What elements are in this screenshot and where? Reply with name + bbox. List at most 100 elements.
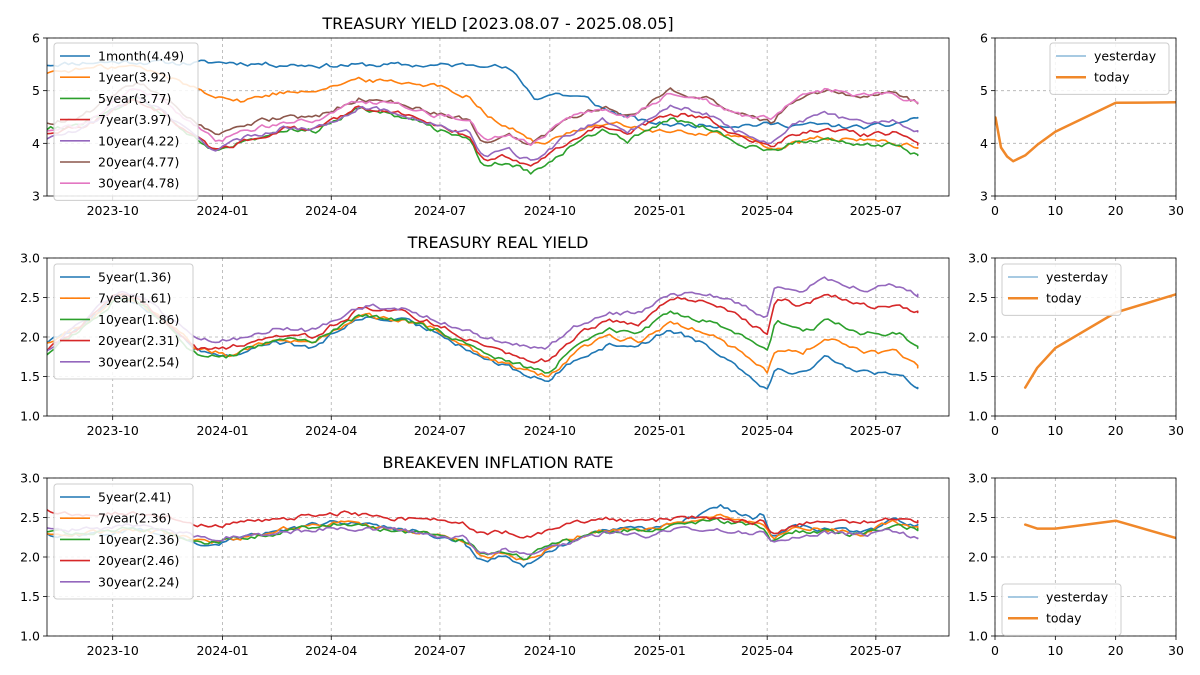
legend-label: yesterday — [1046, 270, 1109, 285]
y-tick-label: 1.5 — [20, 369, 40, 384]
treasury-yield-curve-panel: 3 4 5 6 0 10 20 30 yesterday today — [980, 31, 1184, 219]
y-tick-label: 2.5 — [968, 510, 988, 525]
legend-box — [53, 42, 199, 201]
y-tick-label: 1.0 — [20, 409, 40, 424]
x-tick-label: 2025-01 — [634, 423, 686, 438]
y-tick-label: 3.0 — [968, 471, 988, 486]
real-yield-curve-series-group — [1023, 293, 1176, 389]
legend-label: 10year(2.36) — [98, 532, 179, 547]
x-tick-label: 30 — [1168, 203, 1184, 218]
breakeven-curve-legend: yesterday today — [1001, 583, 1122, 636]
y-tick-label: 6 — [980, 31, 988, 46]
legend-label: 10year(1.86) — [98, 312, 179, 327]
legend-label: 20year(2.46) — [98, 553, 179, 568]
x-tick-label: 2025-07 — [850, 203, 902, 218]
y-tick-label: 1.5 — [968, 589, 988, 604]
treasury-yield-axes-frame — [46, 37, 950, 197]
today-line — [1023, 293, 1176, 389]
x-tick-label: 2025-04 — [741, 643, 793, 658]
x-tick-label: 2023-10 — [87, 643, 139, 658]
y-tick-label: 2.5 — [20, 290, 40, 305]
y-tick-label: 3.0 — [968, 251, 988, 266]
legend-label: 30year(2.54) — [98, 354, 179, 369]
y-tick-label: 1.0 — [20, 629, 40, 644]
x-tick-label: 2025-07 — [850, 423, 902, 438]
x-tick-label: 2024-10 — [524, 423, 576, 438]
breakeven-curve-series-group — [1023, 519, 1176, 540]
x-tick-label: 10 — [1047, 203, 1063, 218]
legend-label: today — [1094, 70, 1130, 85]
legend-label: 7year(3.97) — [98, 112, 171, 127]
yesterday-line — [995, 101, 1176, 162]
y-tick-label: 2.5 — [968, 290, 988, 305]
legend-label: today — [1046, 291, 1082, 306]
x-tick-label: 2024-07 — [414, 203, 466, 218]
y-tick-label: 4 — [32, 136, 40, 151]
y-tick-label: 2.0 — [20, 550, 40, 565]
treasury-real-yield-legend: 5year(1.36) 7year(1.61) 10year(1.86) 20year… — [53, 263, 194, 380]
legend-label: 10year(4.22) — [98, 133, 179, 148]
treasury-yield-legend: 1month(4.49) 1year(3.92) 5year(3.77) 7year(… — [53, 42, 199, 201]
y-tick-label: 3.0 — [20, 471, 40, 486]
x-tick-label: 0 — [991, 643, 999, 658]
x-tick-label: 2025-01 — [634, 643, 686, 658]
x-tick-label: 2024-04 — [305, 203, 357, 218]
x-tick-label: 20 — [1108, 423, 1124, 438]
y-tick-label: 1.0 — [968, 409, 988, 424]
treasury-yield-title: TREASURY YIELD [2023.08.07 - 2025.08.05] — [321, 14, 673, 33]
x-tick-label: 0 — [991, 203, 999, 218]
x-tick-label: 2023-10 — [87, 203, 139, 218]
breakeven-inflation-panel: BREAKEVEN INFLATION RATE 1.0 1.5 2.0 2.5 3.0… — [20, 453, 950, 658]
legend-label: 20year(4.77) — [98, 155, 179, 170]
treasury-real-yield-title: TREASURY REAL YIELD — [407, 233, 589, 252]
x-tick-label: 20 — [1108, 643, 1124, 658]
y-tick-label: 1.5 — [968, 369, 988, 384]
treasury-yield-curve-legend: yesterday today — [1049, 42, 1170, 95]
x-tick-label: 2024-10 — [524, 203, 576, 218]
x-tick-label: 2024-04 — [305, 423, 357, 438]
y-tick-label: 4 — [980, 136, 988, 151]
y-tick-label: 6 — [32, 31, 40, 46]
x-tick-label: 2024-10 — [524, 643, 576, 658]
treasury-yield-grid: 3 4 5 6 2023-10 2024-01 2024-04 2024-07 2024-10 2… — [32, 31, 949, 218]
x-tick-label: 2024-07 — [414, 643, 466, 658]
legend-label: 5year(2.41) — [98, 490, 171, 505]
today-line — [995, 101, 1176, 163]
x-tick-label: 2023-10 — [87, 423, 139, 438]
breakeven-inflation-title: BREAKEVEN INFLATION RATE — [383, 453, 614, 472]
legend-label: today — [1046, 611, 1082, 626]
treasury-real-yield-axes-frame — [46, 257, 950, 417]
x-tick-label: 2025-07 — [850, 643, 902, 658]
real-yield-curve-legend: yesterday today — [1001, 263, 1122, 316]
x-tick-label: 2025-04 — [741, 203, 793, 218]
y-tick-label: 3 — [32, 189, 40, 204]
legend-label: 1year(3.92) — [98, 70, 171, 85]
y-tick-label: 5 — [32, 83, 40, 98]
x-tick-label: 10 — [1047, 643, 1063, 658]
treasury-real-yield-grid: 1.0 1.5 2.0 2.5 3.0 2023-10 2024-01 2024-04 2024… — [20, 251, 949, 438]
treasury-yield-curve-series-group — [995, 101, 1176, 163]
y-tick-label: 1.5 — [20, 589, 40, 604]
legend-box — [53, 483, 194, 600]
legend-label: 20year(2.31) — [98, 333, 179, 348]
breakeven-inflation-axes-frame — [46, 477, 950, 637]
x-tick-label: 30 — [1168, 423, 1184, 438]
breakeven-inflation-legend: 5year(2.41) 7year(2.36) 10year(2.36) 20year… — [53, 483, 194, 600]
legend-label: 7year(1.61) — [98, 291, 171, 306]
legend-label: 1month(4.49) — [98, 49, 184, 64]
y-tick-label: 2.0 — [20, 330, 40, 345]
breakeven-curve-panel: 1.0 1.5 2.0 2.5 3.0 0 10 20 30 yesterday today — [968, 471, 1184, 659]
treasury-yield-panel: TREASURY YIELD [2023.08.07 - 2025.08.05]… — [32, 14, 950, 218]
x-tick-label: 2025-01 — [634, 203, 686, 218]
x-tick-label: 10 — [1047, 423, 1063, 438]
y-tick-label: 2.0 — [968, 330, 988, 345]
y-tick-label: 3 — [980, 189, 988, 204]
legend-label: yesterday — [1046, 590, 1109, 605]
real-yield-curve-panel: 1.0 1.5 2.0 2.5 3.0 0 10 20 30 yesterday today — [968, 251, 1184, 439]
legend-label: 5year(3.77) — [98, 91, 171, 106]
breakeven-curve-grid: 1.0 1.5 2.0 2.5 3.0 0 10 20 30 — [968, 471, 1184, 659]
legend-label: yesterday — [1094, 49, 1157, 64]
x-tick-label: 2024-01 — [196, 423, 248, 438]
treasury-real-yield-panel: TREASURY REAL YIELD 1.0 1.5 2.0 2.5 3.0 2023-… — [20, 233, 950, 438]
